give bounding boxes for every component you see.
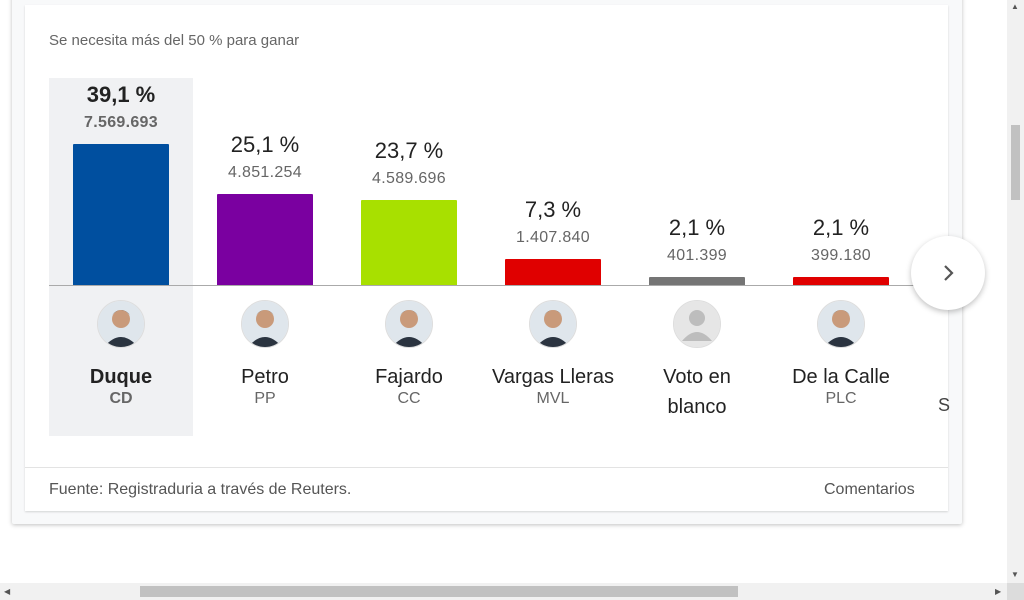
candidate-bar[interactable] bbox=[793, 277, 889, 285]
vertical-scroll-thumb[interactable] bbox=[1011, 125, 1020, 200]
chevron-right-icon bbox=[944, 265, 954, 281]
candidate-percentage: 2,1 % bbox=[668, 215, 726, 240]
comments-link[interactable]: Comentarios bbox=[824, 481, 915, 498]
scrollbar-corner bbox=[1007, 583, 1024, 600]
candidate-column[interactable]: 7,3 % 1.407.840 Vargas Lleras MVL bbox=[481, 78, 625, 436]
candidate-avatar bbox=[241, 300, 289, 348]
candidate-votes: 1.407.840 bbox=[516, 229, 590, 246]
candidate-party: CC bbox=[397, 390, 421, 407]
candidate-votes: 401.399 bbox=[667, 247, 727, 264]
candidate-name: Duque bbox=[89, 366, 153, 388]
candidate-percentage: 23,7 % bbox=[374, 138, 444, 163]
candidate-votes: 7.569.693 bbox=[84, 114, 158, 131]
candidate-percentage: 39,1 % bbox=[86, 82, 156, 107]
vertical-scrollbar[interactable]: ▲ ▼ bbox=[1007, 0, 1024, 583]
horizontal-scrollbar[interactable]: ◀ ▶ bbox=[0, 583, 1007, 600]
candidate-column[interactable]: 23,7 % 4.589.696 Fajardo CC bbox=[337, 78, 481, 436]
candidate-party: MVL bbox=[536, 390, 570, 407]
scroll-left-icon[interactable]: ◀ bbox=[4, 587, 11, 596]
candidate-votes: 399.180 bbox=[811, 247, 871, 264]
candidate-votes: 4.589.696 bbox=[372, 170, 446, 187]
candidate-column[interactable]: 39,1 % 7.569.693 Duque CD bbox=[49, 78, 193, 436]
candidate-bar[interactable] bbox=[73, 144, 169, 285]
candidate-column[interactable]: 25,1 % 4.851.254 Petro PP bbox=[193, 78, 337, 436]
horizontal-scroll-thumb[interactable] bbox=[140, 586, 738, 597]
next-candidate-peek: S bbox=[938, 395, 951, 415]
candidate-party: PP bbox=[254, 390, 276, 407]
candidate-bar[interactable] bbox=[649, 277, 745, 285]
candidate-bar[interactable] bbox=[361, 200, 457, 285]
win-threshold-note: Se necesita más del 50 % para ganar bbox=[49, 32, 300, 49]
next-candidates-button[interactable] bbox=[911, 236, 985, 310]
candidate-party: PLC bbox=[825, 390, 857, 407]
results-chart: 39,1 % 7.569.693 Duque CD 25,1 % 4.851.254 Pet… bbox=[49, 78, 919, 438]
candidate-column[interactable]: 2,1 % 399.180 De la Calle PLC bbox=[769, 78, 913, 436]
candidate-bar[interactable] bbox=[217, 194, 313, 285]
candidate-name: Fajardo bbox=[375, 366, 443, 388]
candidate-name: Petro bbox=[241, 366, 289, 388]
candidate-percentage: 25,1 % bbox=[230, 132, 300, 157]
person-icon bbox=[673, 300, 721, 348]
scroll-up-icon[interactable]: ▲ bbox=[1011, 2, 1019, 11]
chart-baseline bbox=[49, 285, 919, 286]
candidate-party: CD bbox=[109, 390, 133, 407]
footer-divider bbox=[25, 467, 948, 468]
candidate-avatar bbox=[817, 300, 865, 348]
candidate-percentage: 2,1 % bbox=[812, 215, 870, 240]
scroll-down-icon[interactable]: ▼ bbox=[1011, 570, 1019, 579]
scroll-right-icon[interactable]: ▶ bbox=[995, 587, 1002, 596]
candidate-name: Voto en blanco bbox=[663, 366, 731, 418]
candidate-column[interactable]: 2,1 % 401.399 Voto en blanco bbox=[625, 78, 769, 436]
candidate-votes: 4.851.254 bbox=[228, 164, 302, 181]
candidate-avatar bbox=[385, 300, 433, 348]
source-note: Fuente: Registraduria a través de Reuter… bbox=[49, 481, 352, 498]
candidate-avatar bbox=[529, 300, 577, 348]
candidate-name: Vargas Lleras bbox=[492, 366, 614, 388]
candidate-name: De la Calle bbox=[792, 366, 890, 388]
candidate-bar[interactable] bbox=[505, 259, 601, 285]
candidate-percentage: 7,3 % bbox=[524, 197, 582, 222]
candidate-avatar bbox=[97, 300, 145, 348]
